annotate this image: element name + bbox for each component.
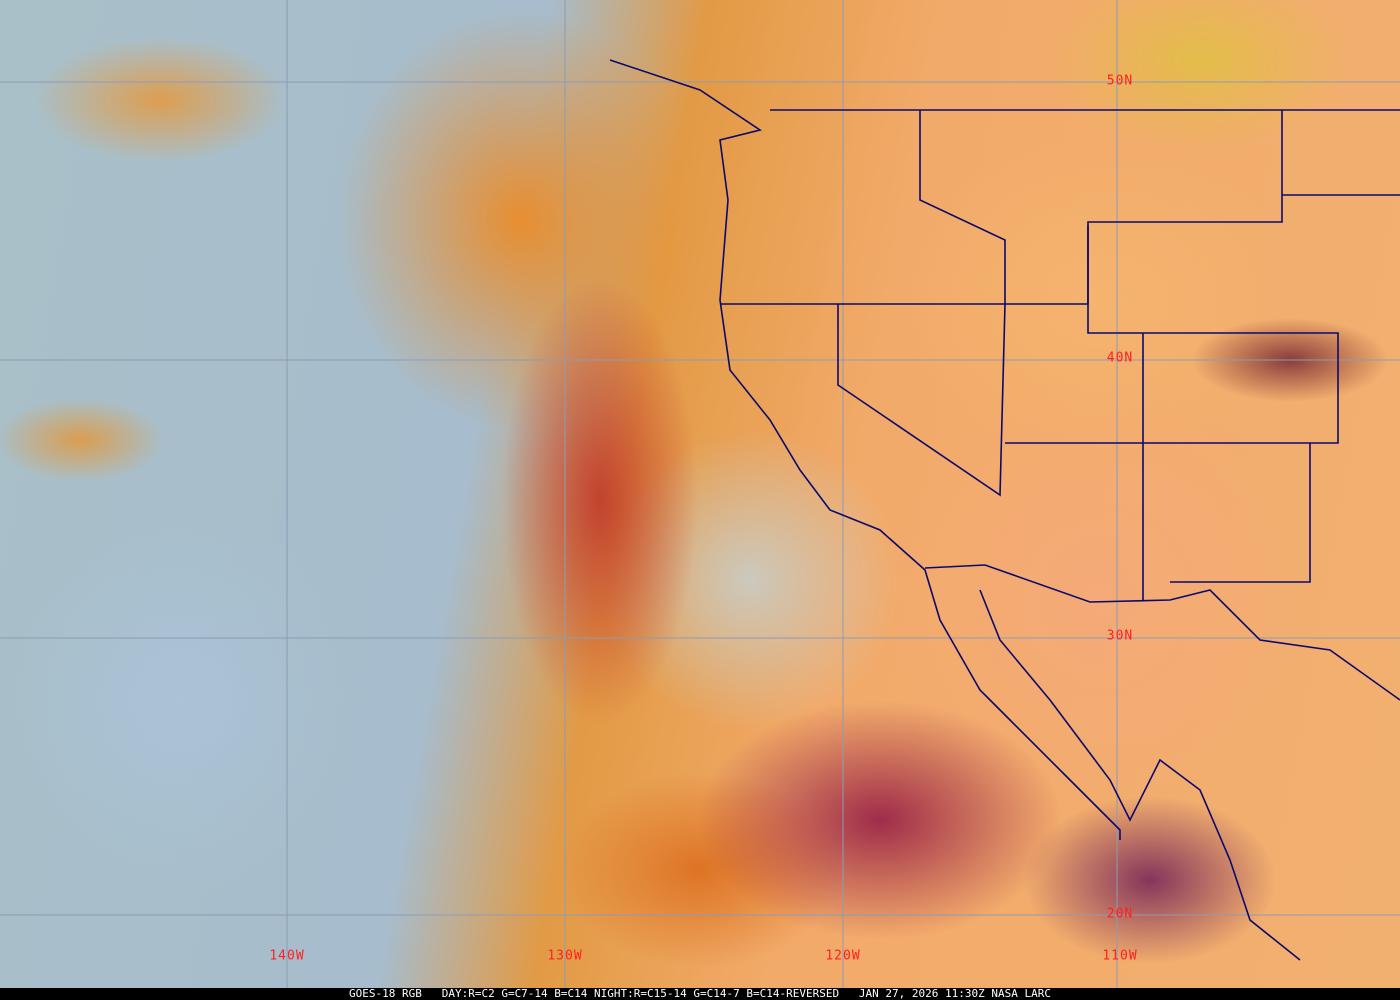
lon-label-140w: 140W <box>269 948 305 964</box>
lat-label-40n: 40N <box>1106 350 1134 366</box>
pacific-coastline <box>609 59 1121 840</box>
baja-coastline <box>979 589 1301 961</box>
lat-label-30n: 30N <box>1106 628 1134 644</box>
nm-border <box>1170 443 1311 583</box>
lon-label-110w: 110W <box>1102 948 1138 964</box>
lat-label-20n: 20N <box>1106 906 1134 922</box>
lat-label-50n: 50N <box>1106 73 1134 89</box>
us-mexico-border <box>924 564 1400 701</box>
idaho-border <box>1005 225 1089 305</box>
nevada-border <box>837 303 1006 497</box>
utah-arizona-border <box>1005 110 1339 444</box>
political-borders <box>609 59 1400 961</box>
oregon-border <box>720 110 1006 305</box>
image-caption: GOES-18 RGB DAY:R=C2 G=C7-14 B=C14 NIGHT… <box>0 988 1400 1000</box>
lon-label-120w: 120W <box>825 948 861 964</box>
lon-label-130w: 130W <box>547 948 583 964</box>
